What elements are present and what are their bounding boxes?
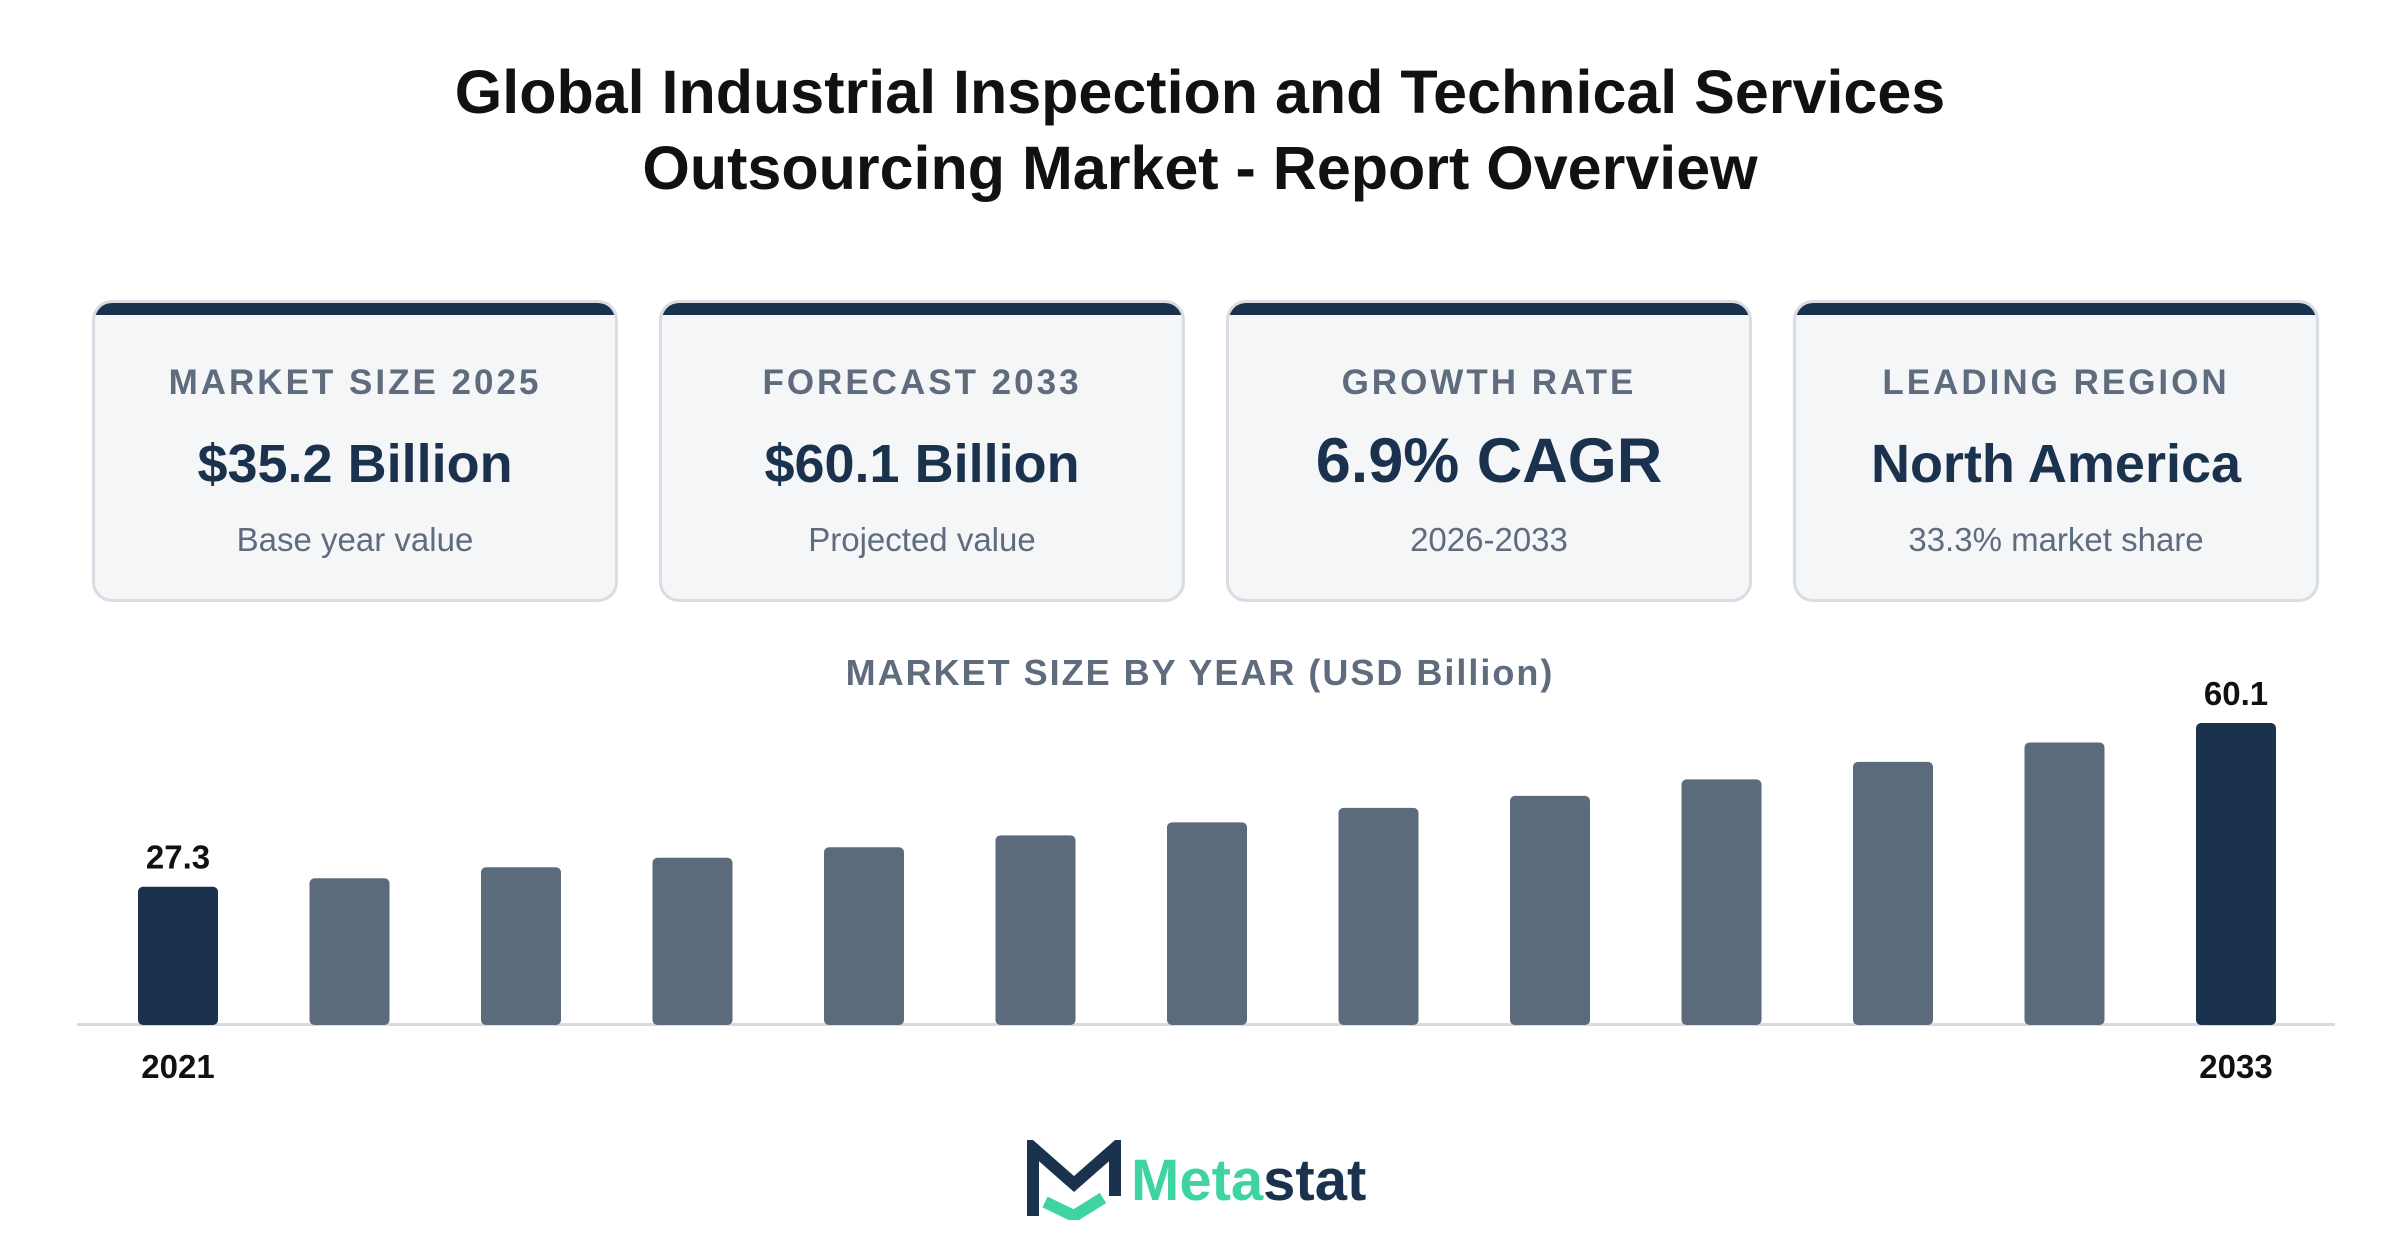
value-label-2033: 60.1 <box>2204 675 2268 712</box>
bar-2031 <box>1853 761 1933 1025</box>
bar-2025 <box>824 847 904 1025</box>
logo-text-part-2: stat <box>1263 1148 1367 1213</box>
card-leading-region: LEADING REGION North America 33.3% marke… <box>1793 300 2319 602</box>
bar-2027 <box>1167 822 1247 1025</box>
x-tick-label-2033: 2033 <box>2199 1048 2272 1085</box>
bar-2022 <box>309 878 390 1025</box>
bar-2029 <box>1510 795 1590 1025</box>
card-accent-bar <box>95 303 615 315</box>
x-tick-label-2021: 2021 <box>141 1048 214 1085</box>
bar-2028 <box>1338 807 1419 1025</box>
bar-2023 <box>481 867 561 1025</box>
page-title: Global Industrial Inspection and Technic… <box>0 54 2400 206</box>
card-subtext: Base year value <box>236 521 474 558</box>
card-market-size: MARKET SIZE 2025 $35.2 Billion Base year… <box>92 300 618 602</box>
chart-title: MARKET SIZE BY YEAR (USD Billion) <box>845 652 1555 693</box>
card-accent-bar <box>662 303 1182 315</box>
metastat-logo-wordmark: Metastat <box>1131 1146 1366 1216</box>
bar-2032 <box>2024 742 2105 1025</box>
card-value: 6.9% CAGR <box>1315 426 1663 496</box>
card-label: GROWTH RATE <box>1341 363 1637 402</box>
card-forecast: FORECAST 2033 $60.1 Billion Projected va… <box>659 300 1185 602</box>
card-label: MARKET SIZE 2025 <box>168 363 542 402</box>
card-accent-bar <box>1229 303 1749 315</box>
bar-2026 <box>995 835 1076 1025</box>
card-subtext: 2026-2033 <box>1410 521 1568 558</box>
page-title-line-1: Global Industrial Inspection and Technic… <box>454 58 1946 126</box>
value-label-2021: 27.3 <box>146 839 210 876</box>
card-value: $35.2 Billion <box>197 434 513 494</box>
bar-2021 <box>138 886 218 1025</box>
card-accent-bar <box>1796 303 2316 315</box>
card-subtext: 33.3% market share <box>1908 521 2204 558</box>
card-label: LEADING REGION <box>1882 363 2230 402</box>
bar-2030 <box>1681 779 1762 1025</box>
card-value: $60.1 Billion <box>764 434 1080 494</box>
bar-2033 <box>2196 723 2276 1025</box>
metastat-logo-icon <box>1027 1140 1121 1220</box>
logo-text-part-1: Meta <box>1131 1148 1264 1213</box>
bar-2024 <box>652 857 733 1025</box>
card-label: FORECAST 2033 <box>762 363 1082 402</box>
card-subtext: Projected value <box>808 521 1036 558</box>
card-value: North America <box>1870 434 2242 494</box>
page-title-line-2: Outsourcing Market - Report Overview <box>642 134 1758 202</box>
card-growth-rate: GROWTH RATE 6.9% CAGR 2026-2033 <box>1226 300 1752 602</box>
